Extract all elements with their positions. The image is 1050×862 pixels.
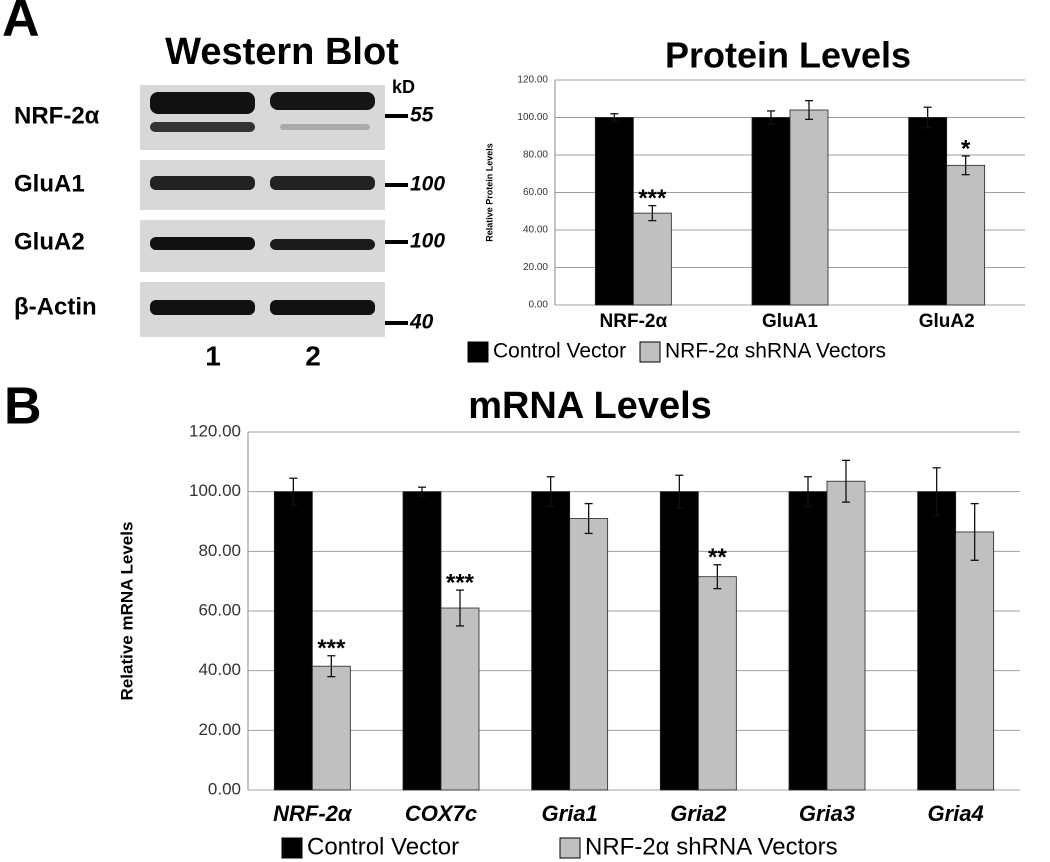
bar xyxy=(946,164,986,306)
error-bar xyxy=(327,655,336,678)
y-axis-label: Relative Protein Levels xyxy=(484,143,494,242)
blot-marker: 100 xyxy=(410,230,445,253)
panel-label: A xyxy=(2,0,40,48)
chart-title: Protein Levels xyxy=(665,35,911,76)
blot-row-label: GluA1 xyxy=(14,170,85,197)
annotation: *** xyxy=(317,635,346,662)
error-bar xyxy=(418,486,426,497)
bar xyxy=(632,212,672,306)
error-bar xyxy=(289,477,298,506)
legend-label: Control Vector xyxy=(307,833,459,860)
error-bar xyxy=(584,502,593,535)
bar xyxy=(751,117,791,306)
legend-label: NRF-2α shRNA Vectors xyxy=(665,340,886,363)
bar xyxy=(569,518,609,791)
y-axis-label: Relative mRNA Levels xyxy=(117,522,136,701)
lane-label: 1 xyxy=(205,340,221,371)
bar xyxy=(440,607,480,791)
blot-marker: 100 xyxy=(410,173,445,196)
error-bar xyxy=(675,474,684,509)
legend-swatch xyxy=(559,837,581,859)
legend-swatch xyxy=(639,341,661,363)
blot-unit: kD xyxy=(392,77,415,97)
legend-swatch xyxy=(467,341,489,363)
legend-label: NRF-2α shRNA Vectors xyxy=(585,833,838,860)
error-bar xyxy=(805,99,813,121)
error-bar xyxy=(932,467,941,517)
blot-row-label: NRF-2α xyxy=(14,102,100,129)
x-tick-label: Gria2 xyxy=(670,801,727,826)
panel-label: B xyxy=(4,378,42,436)
error-bar xyxy=(456,589,464,627)
lane-label: 2 xyxy=(305,340,321,371)
error-bar xyxy=(713,564,722,590)
chart-title: mRNA Levels xyxy=(468,385,712,427)
bar xyxy=(273,491,313,791)
bar xyxy=(659,491,699,791)
bar xyxy=(917,491,957,791)
y-tick-label: 80.00 xyxy=(198,541,241,560)
bar xyxy=(789,109,829,306)
y-tick-label: 100.00 xyxy=(517,112,548,123)
annotation: ** xyxy=(708,544,727,571)
blot-images xyxy=(140,85,408,337)
blot-marker: 40 xyxy=(409,311,434,334)
y-tick-label: 100.00 xyxy=(189,481,241,500)
blot-row-label: GluA2 xyxy=(14,228,85,255)
legend-label: Control Vector xyxy=(493,340,626,363)
bar xyxy=(788,491,828,791)
annotation: * xyxy=(961,135,971,162)
y-tick-label: 40.00 xyxy=(198,660,241,679)
blot-title: Western Blot xyxy=(165,31,399,73)
legend-swatch xyxy=(281,837,303,859)
x-tick-label: Gria1 xyxy=(542,801,598,826)
bar xyxy=(531,491,571,791)
x-tick-label: GluA1 xyxy=(762,311,818,332)
x-tick-label: NRF-2α xyxy=(273,801,353,826)
x-tick-label: COX7c xyxy=(405,801,477,826)
y-tick-label: 20.00 xyxy=(523,262,548,273)
blot-marker: 55 xyxy=(410,104,434,127)
y-tick-label: 80.00 xyxy=(523,150,548,161)
blot-row-label: β-Actin xyxy=(14,293,97,320)
x-tick-label: Gria4 xyxy=(928,801,984,826)
annotation: *** xyxy=(446,569,475,596)
y-tick-label: 120.00 xyxy=(189,421,241,440)
bar xyxy=(311,665,351,791)
bar xyxy=(402,491,442,791)
y-tick-label: 20.00 xyxy=(198,720,241,739)
x-tick-label: GluA2 xyxy=(919,311,975,332)
error-bar xyxy=(961,155,970,176)
bar xyxy=(826,480,866,791)
error-bar xyxy=(804,476,812,508)
error-bar xyxy=(767,110,775,125)
y-tick-label: 60.00 xyxy=(198,600,241,619)
x-tick-label: NRF-2α xyxy=(600,311,668,332)
y-tick-label: 0.00 xyxy=(529,300,549,311)
bar xyxy=(955,531,995,791)
y-tick-label: 60.00 xyxy=(523,187,548,198)
error-bar xyxy=(970,502,979,561)
error-bar xyxy=(546,476,555,508)
bar xyxy=(908,117,948,306)
annotation: *** xyxy=(638,185,667,212)
error-bar xyxy=(610,113,619,122)
y-tick-label: 0.00 xyxy=(208,779,241,798)
error-bar xyxy=(842,459,850,503)
bar xyxy=(697,576,737,791)
error-bar xyxy=(923,106,932,129)
bar xyxy=(594,117,634,306)
y-tick-label: 120.00 xyxy=(517,75,548,86)
y-tick-label: 40.00 xyxy=(523,225,548,236)
error-bar xyxy=(648,204,657,222)
x-tick-label: Gria3 xyxy=(799,801,855,826)
